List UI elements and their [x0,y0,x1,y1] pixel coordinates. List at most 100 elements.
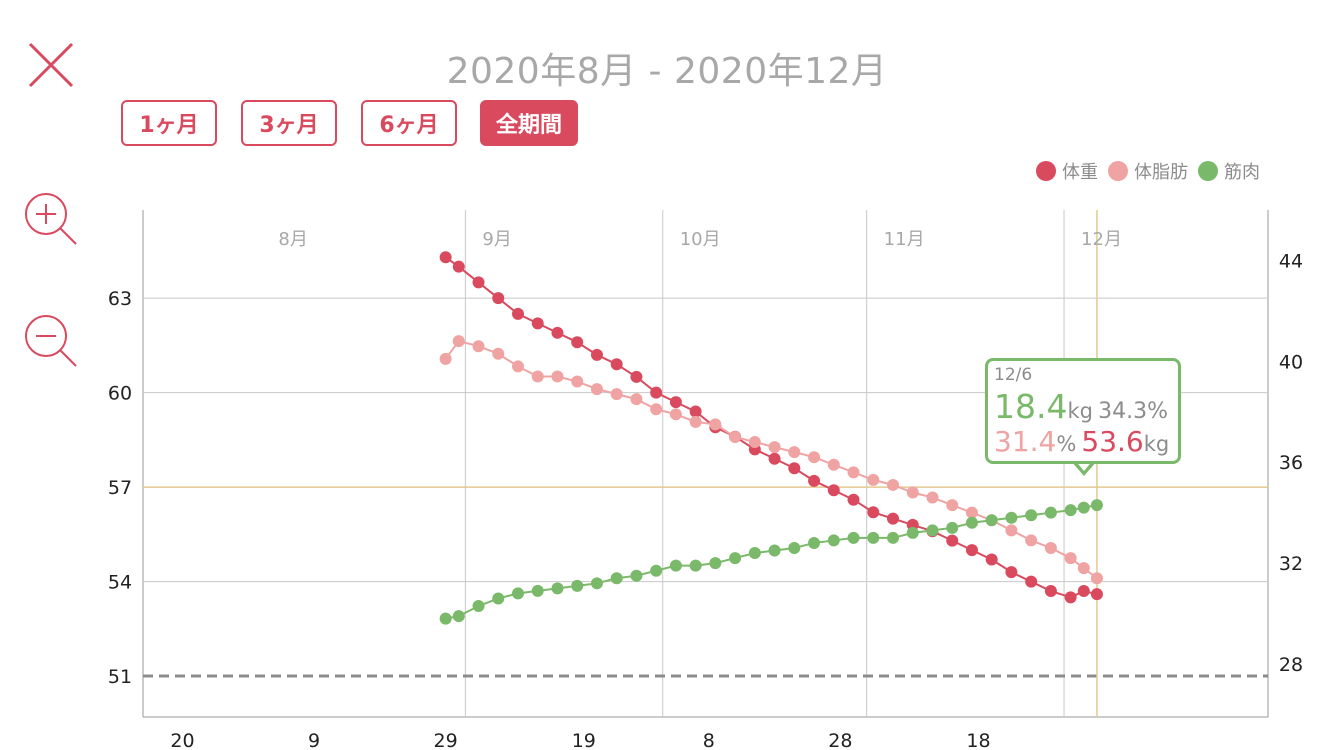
data-point-muscle [1090,499,1103,512]
y-right-tick-label: 36 [1279,452,1303,474]
data-point-body-fat [1077,562,1090,575]
data-point-body-fat [650,403,663,416]
x-tick-label: 20 [170,730,194,750]
data-point-weight [531,317,544,330]
x-tick-label: 19 [572,730,596,750]
data-point-body-fat [1005,524,1018,537]
range-button-1-month[interactable]: 1ヶ月 [121,100,217,146]
tooltip-muscle-unit: kg [1067,399,1093,423]
data-point-weight [887,512,899,525]
data-point-muscle [452,610,465,623]
data-point-weight [867,506,880,519]
data-point-body-fat [1090,572,1103,585]
data-point-muscle [788,542,801,554]
data-point-muscle [926,524,939,537]
data-point-muscle [439,612,452,625]
month-label: 10月 [680,229,721,250]
data-point-weight [571,336,584,349]
data-tooltip: 12/6 18.4kg 34.3% 31.4% 53.6kg [985,358,1181,464]
y-left-tick-label: 54 [108,572,132,594]
data-point-muscle [985,514,998,527]
tooltip-weight-value: 53.6 [1081,425,1144,458]
data-point-muscle [650,564,663,577]
data-point-body-fat [512,360,524,373]
data-point-body-fat [610,388,623,401]
data-point-muscle [847,531,860,544]
y-left-tick-label: 63 [108,288,132,310]
data-point-body-fat [439,352,452,365]
range-button-all-time[interactable]: 全期間 [480,100,578,146]
x-tick-label: 9 [308,730,320,750]
data-point-weight [452,260,465,273]
data-point-muscle [729,552,742,565]
tooltip-weight-unit: kg [1143,432,1170,456]
data-point-muscle [808,536,821,549]
data-point-body-fat [788,446,801,459]
data-point-muscle [571,579,584,592]
month-label: 12月 [1081,229,1122,250]
legend-item-muscle[interactable]: 筋肉 [1198,158,1260,184]
legend-dot-weight [1036,161,1056,181]
data-point-muscle [1077,501,1090,514]
data-point-muscle [768,544,781,557]
data-point-weight [689,405,702,418]
data-point-weight [610,358,623,371]
data-point-muscle [472,600,485,613]
tooltip-date: 12/6 [994,365,1033,385]
data-point-body-fat [1064,552,1077,565]
data-point-body-fat [946,499,959,512]
data-point-muscle [1025,509,1038,522]
zoom-in-button[interactable] [24,190,80,246]
data-point-weight [847,493,860,506]
data-point-muscle [965,516,978,529]
range-button-6-months[interactable]: 6ヶ月 [361,100,457,146]
legend-dot-muscle [1198,161,1218,181]
zoom-out-button[interactable] [24,312,80,368]
data-point-body-fat [965,506,978,519]
data-point-muscle [590,577,603,590]
data-point-body-fat [590,383,603,396]
data-point-weight [768,452,781,465]
data-point-weight [650,386,663,399]
x-tick-label: 8 [703,730,715,750]
data-point-body-fat [472,340,485,353]
tooltip-muscle-line: 18.4kg 34.3% [994,387,1168,426]
y-right-tick-label: 44 [1279,250,1303,272]
data-point-muscle [906,526,919,539]
data-point-body-fat [492,347,505,360]
data-point-body-fat [887,478,899,491]
y-right-tick-label: 28 [1279,654,1303,676]
range-button-3-months[interactable]: 3ヶ月 [241,100,337,146]
data-point-weight [1005,566,1018,579]
data-point-muscle [1005,511,1018,524]
close-button[interactable] [28,42,74,88]
close-icon [28,42,74,88]
data-point-body-fat [452,335,465,348]
y-right-tick-label: 40 [1279,351,1303,373]
data-point-muscle [887,531,899,544]
data-point-weight [1064,591,1077,604]
y-left-tick-label: 51 [108,666,132,688]
data-point-muscle [1044,506,1057,519]
data-point-muscle [867,531,880,544]
tooltip-fat-value: 31.4 [994,425,1057,458]
month-label: 11月 [884,229,925,250]
data-point-weight [946,534,959,547]
y-left-tick-label: 60 [108,383,132,405]
chart-legend: 体重 体脂肪 筋肉 [1036,158,1260,184]
legend-item-weight[interactable]: 体重 [1036,158,1098,184]
tooltip-fat-weight-line: 31.4% 53.6kg [994,425,1169,458]
data-point-weight [472,276,485,289]
data-point-body-fat [748,436,761,449]
data-point-body-fat [630,393,643,406]
legend-label-weight: 体重 [1062,162,1098,183]
data-point-body-fat [709,418,722,431]
data-point-weight [788,462,801,475]
data-point-muscle [748,547,761,560]
data-point-body-fat [729,431,742,444]
data-point-weight [827,484,840,497]
data-point-muscle [709,557,722,570]
data-point-body-fat [571,375,584,388]
legend-item-body-fat[interactable]: 体脂肪 [1108,158,1188,184]
